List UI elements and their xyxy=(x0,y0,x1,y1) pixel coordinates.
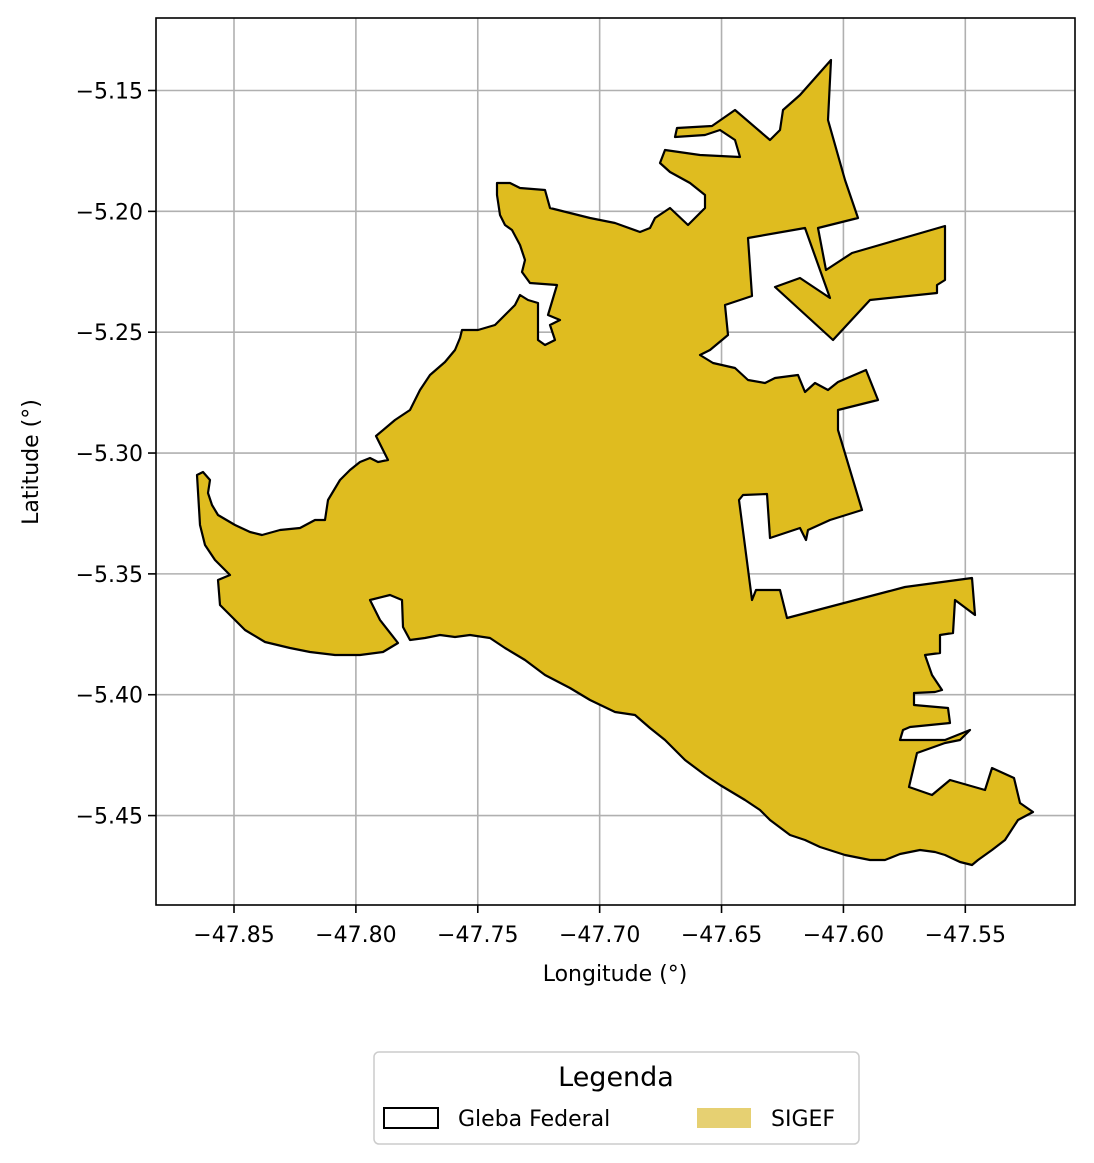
legend-swatch-sigef xyxy=(697,1108,751,1128)
y-tick-label: −5.35 xyxy=(76,563,143,588)
x-tick-label: −47.65 xyxy=(681,923,762,948)
legend-label-sigef: SIGEF xyxy=(771,1107,835,1132)
x-tick-label: −47.70 xyxy=(559,923,640,948)
y-tick-label: −5.20 xyxy=(76,200,143,225)
legend-label-gleba-federal: Gleba Federal xyxy=(458,1107,610,1132)
gleba-polygon xyxy=(195,58,1035,867)
y-tick-label: −5.25 xyxy=(76,321,143,346)
y-tick-label: −5.15 xyxy=(76,80,143,105)
y-tick-label: −5.40 xyxy=(76,684,143,709)
legend-swatch-gleba-federal xyxy=(383,1107,439,1129)
x-tick-label: −47.85 xyxy=(193,923,274,948)
x-tick-label: −47.75 xyxy=(437,923,518,948)
y-axis-label: Latitude (°) xyxy=(19,399,44,525)
legend: Legenda Gleba Federal SIGEF xyxy=(373,1051,860,1145)
x-tick-label: −47.55 xyxy=(925,923,1006,948)
legend-title: Legenda xyxy=(558,1062,674,1093)
region-polygon-group xyxy=(195,58,1035,867)
x-tick-label: −47.60 xyxy=(803,923,884,948)
axes-frame xyxy=(155,17,1076,906)
y-tick-label: −5.45 xyxy=(76,805,143,830)
x-axis-label: Longitude (°) xyxy=(543,962,688,987)
x-axis-ticks: −47.85 −47.80 −47.75 −47.70 −47.65 −47.60 −47.… xyxy=(193,905,1006,948)
y-tick-label: −5.30 xyxy=(76,442,143,467)
y-axis-ticks: −5.15 −5.20 −5.25 −5.30 −5.35 −5.40 −5.45 xyxy=(76,80,156,830)
x-tick-label: −47.80 xyxy=(315,923,396,948)
